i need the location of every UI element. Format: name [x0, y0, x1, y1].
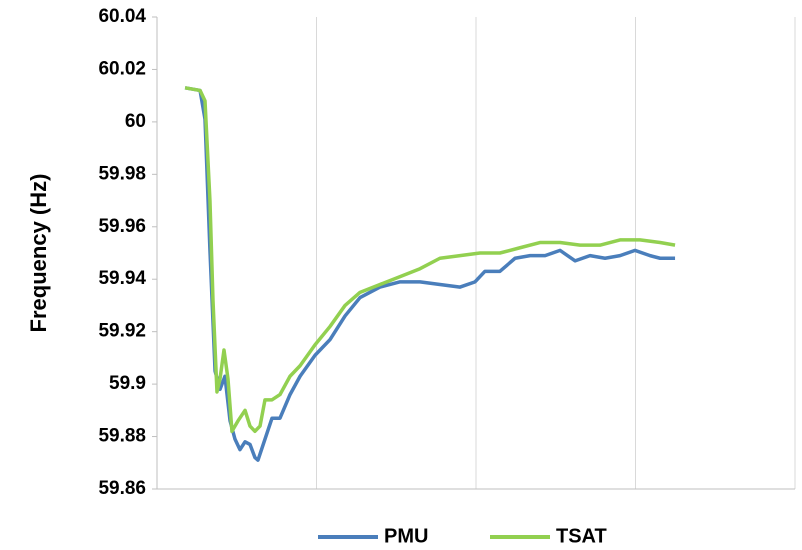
y-tick-label: 60 — [125, 111, 146, 132]
y-tick-label: 59.96 — [98, 216, 146, 237]
series-line — [184, 86, 676, 434]
y-tick-label: 60.02 — [98, 58, 146, 79]
y-tick-label: 59.94 — [98, 268, 146, 289]
legend-label: PMU — [384, 525, 428, 547]
y-tick-label: 59.9 — [109, 373, 146, 394]
y-tick-label: 59.98 — [98, 163, 146, 184]
y-tick-label: 59.92 — [98, 321, 146, 342]
series-line — [184, 86, 676, 462]
legend-label: TSAT — [556, 525, 607, 547]
y-tick-label: 59.86 — [98, 478, 146, 499]
y-tick-label: 60.04 — [98, 6, 146, 27]
y-tick-label: 59.88 — [98, 426, 146, 447]
y-axis-label: Frequency (Hz) — [26, 174, 51, 333]
